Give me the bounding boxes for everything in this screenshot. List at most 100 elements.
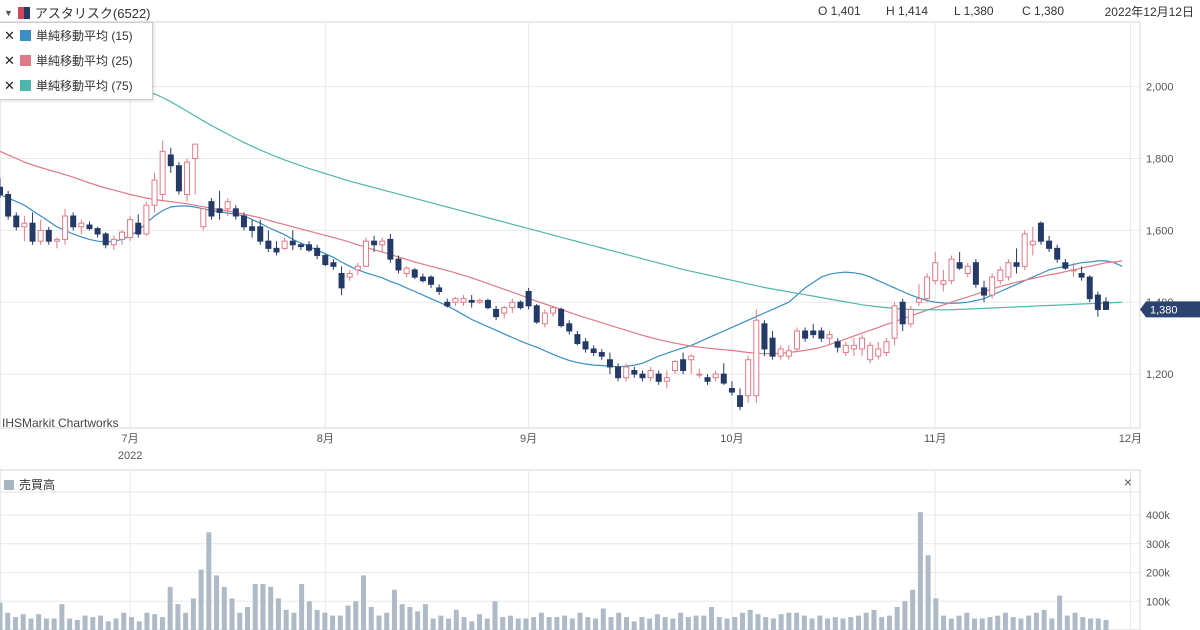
remove-sma25-icon[interactable]: ✕ [4, 52, 15, 68]
candle-up [997, 269, 1004, 282]
candle-up [989, 276, 996, 296]
candle-down [0, 186, 3, 195]
low-value: L 1,380 [954, 4, 994, 18]
candle-up [875, 348, 882, 357]
candle-up [281, 240, 288, 249]
volume-bar [631, 621, 637, 630]
volume-bar [28, 618, 34, 630]
candle-down [818, 330, 825, 339]
moving-average-line-3 [0, 57, 1123, 311]
candle-up [501, 307, 508, 314]
candle-down [175, 165, 182, 192]
candle-down [525, 290, 532, 307]
candle-down [1103, 301, 1109, 310]
symbol-selector[interactable]: ▼ アスタリスク(6522) [4, 3, 151, 22]
symbol-title: アスタリスク(6522) [34, 6, 151, 21]
volume-bar [1033, 612, 1039, 630]
volume-bar [322, 612, 328, 630]
volume-bar [678, 612, 684, 630]
candle-down [728, 387, 735, 393]
volume-bar [206, 532, 212, 630]
sma25-swatch [20, 55, 31, 66]
price-tick-label: 1,800 [1146, 154, 1174, 166]
candle-down [1046, 240, 1053, 249]
volume-bar [987, 617, 993, 630]
candle-up [793, 330, 800, 350]
candle-down [240, 215, 247, 228]
volume-bar [214, 575, 220, 630]
volume-bar [453, 609, 459, 630]
volume-bar [709, 607, 715, 630]
candle-up [403, 267, 410, 275]
volume-bar [244, 607, 250, 630]
remove-sma75-icon[interactable]: ✕ [4, 77, 15, 93]
volume-bar [59, 604, 65, 630]
volume-bar [770, 618, 776, 630]
candle-up [671, 361, 678, 372]
candle-down [606, 359, 613, 368]
volume-bar [407, 607, 413, 630]
candle-down [436, 287, 443, 292]
candle-up [1070, 269, 1077, 272]
volume-bar [809, 618, 815, 630]
candle-down [208, 201, 215, 217]
candle-down [70, 215, 77, 228]
volume-bar [330, 615, 336, 630]
volume-bar [654, 614, 660, 630]
candle-down [639, 373, 646, 379]
candle-down [769, 337, 776, 357]
candle-down [899, 301, 906, 325]
volume-bar [577, 612, 583, 630]
volume-bar [438, 615, 444, 630]
volume-bar [43, 618, 49, 630]
volume-bar [361, 575, 367, 630]
volume-bar [306, 601, 312, 630]
volume-bar [848, 617, 854, 630]
volume-bar [128, 617, 134, 630]
volume-bar [291, 612, 297, 630]
candle-down [249, 226, 256, 231]
candle-up [452, 298, 459, 303]
candle-down [1062, 262, 1069, 269]
candle-up [184, 161, 191, 195]
volume-bar [600, 608, 606, 630]
volume-tick-label: 200k [1146, 568, 1170, 580]
volume-bar [492, 601, 498, 630]
volume-bar [1018, 618, 1024, 630]
candle-up [826, 334, 833, 339]
volume-bar [237, 612, 243, 630]
legend-label-sma25: 単純移動平均 (25) [36, 54, 133, 68]
volume-bar [90, 617, 96, 630]
candle-down [810, 330, 817, 336]
volume-bar [51, 618, 57, 630]
volume-bar [1088, 618, 1094, 630]
volume-bar [399, 604, 405, 630]
candle-down [387, 238, 394, 260]
candle-up [200, 208, 207, 228]
indicator-legend: ✕ 単純移動平均 (15) ✕ 単純移動平均 (25) ✕ 単純移動平均 (75… [0, 22, 153, 100]
remove-sma15-icon[interactable]: ✕ [4, 27, 15, 43]
caret-down-icon[interactable]: ▼ [4, 7, 13, 18]
volume-bar [778, 614, 784, 630]
candle-down [216, 208, 223, 213]
candle-down [1013, 262, 1020, 267]
volume-bar [995, 615, 1001, 630]
japan-flag-icon [17, 6, 30, 19]
volume-bar [275, 598, 281, 630]
volume-close-icon[interactable]: × [1123, 474, 1132, 490]
price-tick-label: 1,200 [1146, 369, 1174, 381]
volume-bar [562, 615, 568, 630]
candle-down [834, 341, 841, 348]
candle-down [395, 258, 402, 271]
volume-bar [221, 586, 227, 630]
candle-down [167, 154, 174, 167]
volume-bar [979, 618, 985, 630]
volume-bar [12, 617, 18, 630]
volume-bar [786, 612, 792, 630]
candle-down [566, 323, 573, 332]
volume-bar [422, 604, 428, 630]
candle-up [110, 238, 117, 246]
legend-item-sma75: ✕ 単純移動平均 (75) [0, 73, 152, 98]
candle-up [509, 301, 516, 309]
